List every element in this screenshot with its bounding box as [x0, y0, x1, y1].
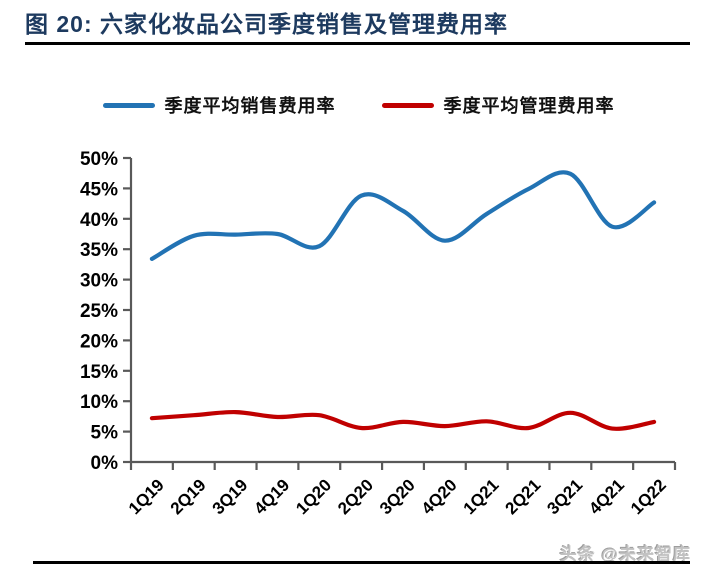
x-tick-label: 2Q20 [334, 475, 377, 518]
y-tick-label: 15% [80, 362, 118, 383]
legend-label-sales-ratio: 季度平均销售费用率 [164, 96, 336, 116]
y-tick-label: 10% [80, 392, 118, 413]
figure-title: 图 20: 六家化妆品公司季度销售及管理费用率 [25, 11, 509, 37]
y-tick-label: 5% [91, 423, 119, 444]
y-tick-label: 35% [80, 240, 118, 261]
watermark: 头条 @未来智库 [559, 545, 691, 564]
series-line-1 [149, 409, 657, 431]
y-tick-label: 45% [80, 179, 118, 200]
legend-label-admin-ratio: 季度平均管理费用率 [443, 96, 615, 116]
legend-item-admin-ratio: 季度平均管理费用率 [381, 92, 615, 118]
legend-item-sales-ratio: 季度平均销售费用率 [102, 92, 336, 118]
series-line-0 [149, 170, 657, 261]
x-tick-label: 2Q19 [167, 475, 210, 518]
line-chart: 0%5%10%15%20%25%30%35%40%45%50%1Q192Q193… [80, 149, 677, 518]
title-divider [25, 42, 690, 45]
y-tick-label: 20% [80, 331, 118, 352]
bottom-divider [33, 561, 690, 564]
y-tick-label: 0% [91, 453, 119, 474]
x-tick-label: 4Q19 [250, 475, 293, 518]
y-tick-label: 40% [80, 210, 118, 231]
y-tick-label: 25% [80, 301, 118, 322]
x-tick-label: 3Q21 [543, 475, 586, 518]
x-tick-label: 3Q19 [209, 475, 252, 518]
admin-line-swatch-icon [381, 102, 434, 108]
x-tick-label: 1Q22 [627, 475, 670, 518]
x-tick-label: 1Q19 [125, 475, 168, 518]
x-tick-label: 2Q21 [502, 475, 545, 518]
x-tick-label: 1Q21 [460, 475, 503, 518]
y-tick-label: 50% [80, 149, 118, 170]
x-tick-label: 4Q20 [418, 475, 461, 518]
x-tick-label: 3Q20 [376, 475, 419, 518]
sales-line-swatch-icon [102, 102, 155, 108]
x-tick-label: 1Q20 [292, 475, 335, 518]
y-tick-label: 30% [80, 271, 118, 292]
chart-legend: 季度平均销售费用率 季度平均管理费用率 [0, 92, 717, 118]
x-tick-label: 4Q21 [585, 475, 628, 518]
